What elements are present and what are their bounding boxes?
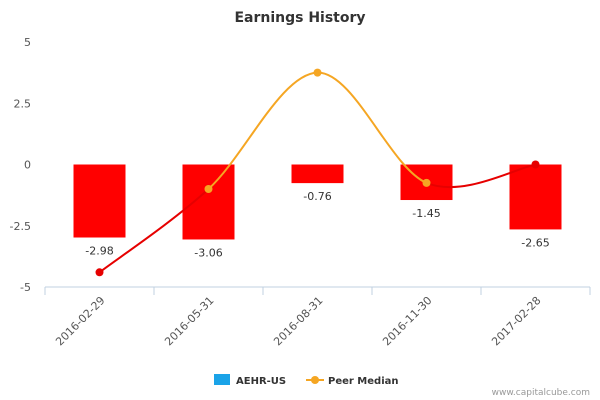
line-point xyxy=(531,160,540,169)
y-axis: 5 2.5 0 -2.5 -5 xyxy=(10,36,31,294)
x-axis: 2016-02-29 2016-05-31 2016-08-31 2016-11-30… xyxy=(44,286,591,348)
line-point xyxy=(204,185,213,193)
line-point xyxy=(313,68,322,77)
legend[interactable]: AEHR-US Peer Median xyxy=(214,374,399,387)
bar xyxy=(291,164,344,184)
legend-label-peer: Peer Median xyxy=(328,376,399,387)
line-segment xyxy=(98,188,210,274)
x-tick-label: 2016-02-29 xyxy=(53,294,107,348)
data-label: -0.76 xyxy=(303,190,331,203)
x-tick-label: 2017-02-28 xyxy=(489,294,543,348)
data-label: -3.06 xyxy=(194,246,222,259)
data-label: -1.45 xyxy=(412,207,440,220)
y-tick-label: 5 xyxy=(24,36,31,49)
line-point xyxy=(95,268,104,277)
line-segment xyxy=(207,71,318,190)
y-tick-label: -5 xyxy=(20,281,31,294)
line-point xyxy=(422,178,431,187)
x-tick-label: 2016-11-30 xyxy=(380,294,434,348)
x-tick-label: 2016-05-31 xyxy=(162,294,216,348)
chart-title: Earnings History xyxy=(234,10,365,26)
bar xyxy=(73,164,126,238)
data-label: -2.98 xyxy=(85,245,113,258)
legend-swatch-aehr xyxy=(214,374,230,385)
line-series xyxy=(95,68,540,277)
data-labels: -2.98 -3.06 -0.76 -1.45 -2.65 xyxy=(85,190,549,259)
data-label: -2.65 xyxy=(521,236,549,249)
x-tick-label: 2016-08-31 xyxy=(271,294,325,348)
legend-marker-peer xyxy=(311,376,319,384)
y-tick-label: -2.5 xyxy=(10,220,31,233)
line-segment xyxy=(426,163,536,189)
legend-label-aehr: AEHR-US xyxy=(236,376,286,387)
y-tick-label: 2.5 xyxy=(14,97,32,110)
y-tick-label: 0 xyxy=(24,159,31,172)
credit-text: www.capitalcube.com xyxy=(492,388,590,398)
bar xyxy=(182,164,235,240)
bar xyxy=(509,164,562,230)
bar-series xyxy=(73,164,562,240)
line-segment xyxy=(317,71,427,184)
